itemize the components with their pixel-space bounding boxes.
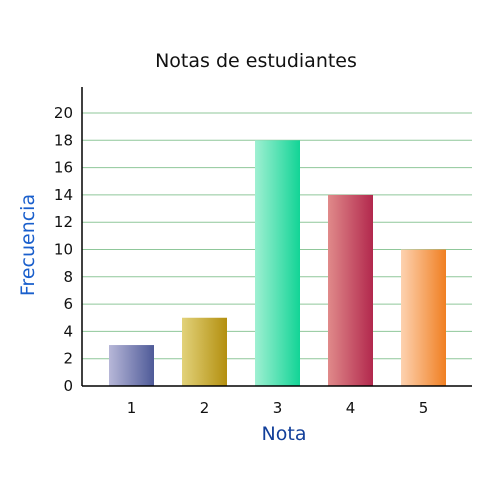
y-tick-label: 14 [54,186,73,204]
x-tick-labels: 1 2 3 4 5 [127,399,429,417]
x-tick-label: 4 [346,399,356,417]
y-tick-label: 18 [54,131,73,149]
bar-nota-3 [255,140,300,386]
bar-nota-4 [328,194,373,386]
x-tick-label: 1 [127,399,137,417]
y-tick-label: 20 [54,104,73,122]
y-tick-label: 6 [63,295,73,313]
y-tick-label: 4 [63,322,73,340]
y-tick-label: 0 [63,377,73,395]
bar-nota-5 [401,249,446,386]
bar-nota-1 [109,345,154,386]
bars [109,140,446,386]
y-tick-label: 12 [54,213,73,231]
y-tick-label: 2 [63,350,73,368]
y-tick-labels: 0 2 4 6 8 10 12 14 16 18 20 [54,104,73,395]
x-tick-label: 2 [200,399,210,417]
bar-nota-2 [182,317,227,386]
y-tick-label: 8 [63,268,73,286]
y-tick-label: 16 [54,159,73,177]
x-tick-label: 3 [273,399,283,417]
x-axis-label: Nota [262,423,307,445]
chart-title: Notas de estudiantes [155,50,357,72]
y-tick-label: 10 [54,241,73,259]
x-tick-label: 5 [419,399,429,417]
y-axis-label: Frecuencia [17,194,39,296]
